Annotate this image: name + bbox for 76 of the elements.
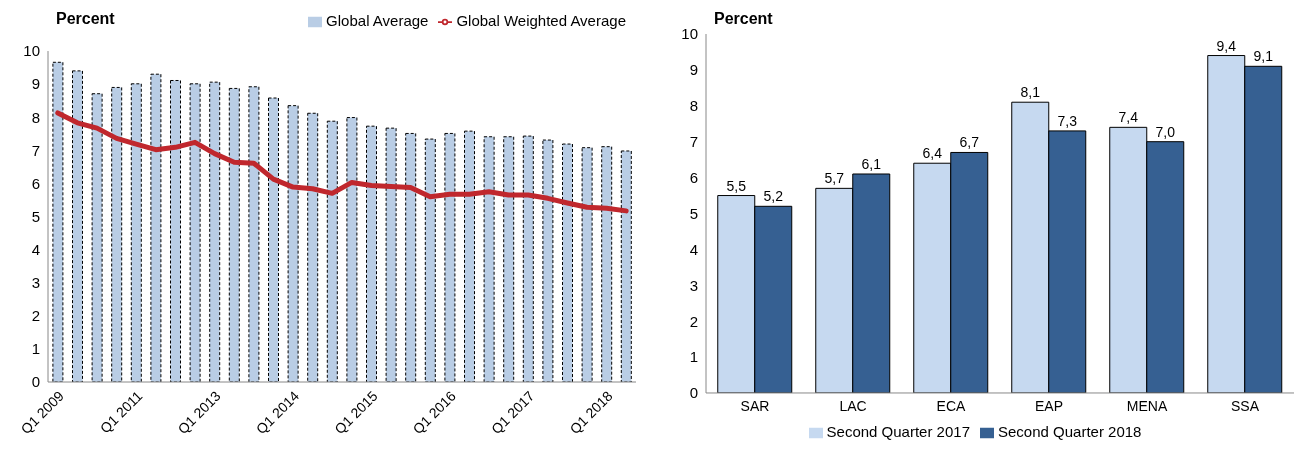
y-tick-label: 4 bbox=[31, 240, 40, 258]
x-tick-label: EAP bbox=[1034, 397, 1064, 414]
data-label: 5,7 bbox=[824, 170, 845, 187]
bar bbox=[464, 130, 475, 382]
data-label: 8,1 bbox=[1020, 84, 1041, 101]
y-tick-label: 2 bbox=[31, 307, 40, 325]
bar bbox=[111, 86, 123, 382]
y-tick-label: 6 bbox=[31, 174, 40, 192]
x-tick-label: SAR bbox=[740, 397, 770, 414]
bar bbox=[542, 139, 554, 382]
y-tick-label: 1 bbox=[31, 340, 40, 358]
bar bbox=[326, 120, 338, 382]
data-label: 5,2 bbox=[763, 188, 784, 205]
legend-label: Global Average bbox=[326, 12, 429, 29]
y-tick-label: 5 bbox=[689, 204, 698, 222]
bar bbox=[209, 81, 221, 382]
y-tick-label: 7 bbox=[689, 133, 698, 151]
bar bbox=[346, 117, 358, 382]
bar bbox=[72, 70, 83, 382]
bar bbox=[601, 146, 613, 382]
bar bbox=[228, 87, 240, 382]
bar bbox=[150, 73, 162, 382]
bar bbox=[287, 105, 299, 382]
bar bbox=[483, 136, 495, 382]
data-label: 7,3 bbox=[1057, 112, 1078, 129]
bar bbox=[444, 132, 456, 382]
legend-label: Global Weighted Average bbox=[456, 12, 626, 29]
bar bbox=[268, 97, 279, 382]
y-tick-label: 4 bbox=[689, 240, 698, 258]
data-label: 9,4 bbox=[1216, 37, 1237, 54]
x-tick-label: MENA bbox=[1126, 397, 1168, 414]
bar bbox=[562, 143, 573, 382]
bar bbox=[366, 125, 377, 382]
y-axis-title: Percent bbox=[56, 10, 115, 28]
y-tick-label: 7 bbox=[31, 141, 40, 159]
data-label: 7,0 bbox=[1155, 123, 1176, 140]
y-axis-title: Percent bbox=[714, 10, 773, 28]
bar bbox=[424, 138, 436, 382]
y-tick-label: 8 bbox=[31, 108, 40, 126]
x-tick-label: ECA bbox=[936, 397, 967, 414]
bar bbox=[52, 61, 64, 382]
y-tick-label: 2 bbox=[689, 312, 698, 330]
y-tick-label: 10 bbox=[681, 25, 698, 43]
bar bbox=[307, 112, 319, 382]
bar bbox=[170, 79, 181, 382]
data-label: 6,7 bbox=[959, 134, 980, 151]
y-tick-label: 10 bbox=[23, 42, 40, 60]
y-tick-label: 0 bbox=[689, 384, 698, 402]
bar bbox=[503, 136, 515, 382]
y-tick-label: 8 bbox=[689, 97, 698, 115]
data-label: 9,1 bbox=[1253, 48, 1274, 65]
data-label: 7,4 bbox=[1118, 109, 1139, 126]
bar bbox=[248, 86, 260, 382]
y-tick-label: 5 bbox=[31, 207, 40, 225]
bar bbox=[385, 127, 397, 382]
y-tick-label: 3 bbox=[689, 276, 698, 294]
bar bbox=[405, 132, 417, 382]
data-label: 6,1 bbox=[861, 156, 882, 172]
y-tick-label: 9 bbox=[689, 61, 698, 79]
y-tick-label: 6 bbox=[689, 168, 698, 186]
bar bbox=[130, 83, 142, 382]
y-tick-label: 0 bbox=[31, 373, 40, 391]
bar bbox=[581, 147, 593, 382]
y-tick-label: 1 bbox=[689, 348, 698, 366]
data-label: 5,5 bbox=[726, 177, 747, 194]
y-tick-label: 9 bbox=[31, 75, 40, 93]
legend-label: Second Quarter 2018 bbox=[998, 422, 1142, 440]
y-tick-label: 3 bbox=[31, 274, 40, 292]
bar bbox=[189, 83, 201, 382]
x-tick-label: LAC bbox=[839, 397, 867, 414]
bar bbox=[522, 135, 534, 382]
bar bbox=[91, 93, 103, 382]
legend-label: Second Quarter 2017 bbox=[826, 422, 970, 440]
data-label: 6,4 bbox=[922, 145, 943, 162]
x-tick-label: SSA bbox=[1230, 397, 1260, 414]
bar bbox=[620, 150, 632, 382]
